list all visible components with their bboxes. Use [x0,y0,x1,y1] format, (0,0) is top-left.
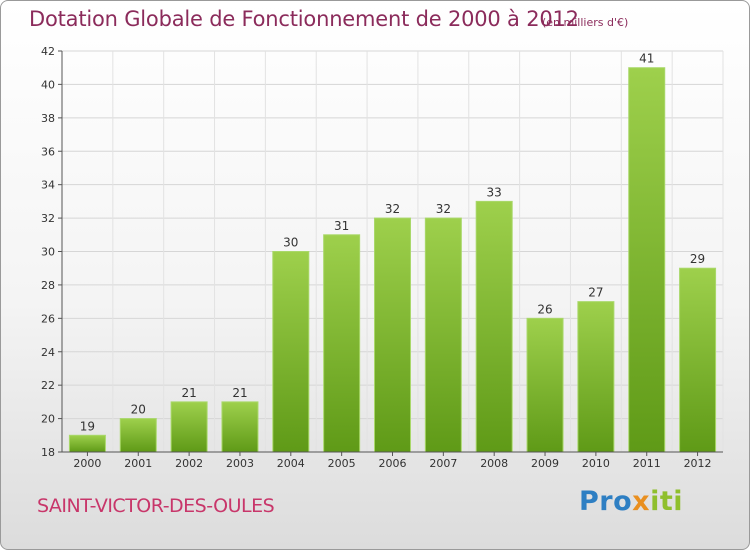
y-tick-label: 32 [41,212,55,225]
bar-value-label: 33 [487,185,502,199]
bar-value-label: 21 [181,386,196,400]
x-tick-label: 2012 [684,457,712,470]
y-tick-label: 18 [41,446,55,459]
chart-title: Dotation Globale de Fonctionnement de 20… [29,7,579,31]
x-tick-label: 2011 [633,457,661,470]
bar [374,217,411,453]
x-tick-label: 2000 [73,457,101,470]
bar [323,234,361,453]
y-tick-label: 22 [41,379,55,392]
x-tick-label: 2001 [124,457,152,470]
bar [577,301,615,453]
y-tick-label: 26 [41,312,55,325]
bar-value-label: 21 [232,386,247,400]
x-tick-label: 2003 [226,457,254,470]
x-tick-label: 2006 [379,457,407,470]
axes [58,50,723,456]
y-tick-label: 34 [41,179,55,192]
y-tick-label: 40 [41,78,55,91]
x-tick-label: 2004 [277,457,305,470]
bar [272,251,310,453]
x-tick-label: 2008 [480,457,508,470]
bar [628,67,666,453]
x-tick-label: 2007 [429,457,457,470]
bar [68,434,106,453]
unit-label: (en milliers d'€) [542,16,629,29]
bar-value-label: 26 [537,302,552,316]
x-tick-label: 2002 [175,457,203,470]
bar [170,401,208,453]
bar-value-label: 27 [588,286,603,300]
x-tick-label: 2010 [582,457,610,470]
bar [475,200,513,453]
y-tick-label: 24 [41,346,55,359]
bar-value-label: 20 [131,403,146,417]
bar-value-label: 19 [80,419,95,433]
bar [119,418,157,453]
bar [679,267,717,453]
bars [68,67,717,453]
y-tick-label: 38 [41,112,55,125]
bar-value-label: 32 [436,202,451,216]
proxiti-logo: Proxiti [579,486,683,517]
bar [526,317,564,453]
bar [221,401,259,453]
y-tick-label: 20 [41,413,55,426]
y-tick-label: 30 [41,246,55,259]
bar [424,217,462,453]
y-tick-label: 42 [41,45,55,58]
bar-value-label: 29 [690,252,705,266]
y-tick-label: 36 [41,145,55,158]
bar-value-label: 41 [639,52,654,66]
x-tick-label: 2005 [328,457,356,470]
y-tick-label: 28 [41,279,55,292]
x-tick-label: 2009 [531,457,559,470]
commune-name: SAINT-VICTOR-DES-OULES [37,495,275,517]
bar-value-label: 31 [334,219,349,233]
bar-value-label: 30 [283,236,298,250]
labels: 18 20 22 24 26 28 30 32 34 36 38 40 42 19 2000 20 2001 21… [41,45,712,470]
bar-value-label: 32 [385,202,400,216]
